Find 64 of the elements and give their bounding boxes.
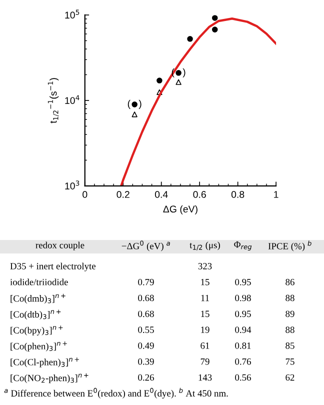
- text: 89: [286, 310, 294, 318]
- x-tick-label: 0.8: [231, 191, 244, 198]
- y-axis-title: t$_{1/2}$$^{−1}$(s$^{−1}$): [48, 78, 59, 124]
- point: [132, 102, 138, 108]
- text: 61: [200, 342, 210, 349]
- category-label: IPCE (%) $^{b}$: [268, 240, 312, 252]
- category-label: D35 + inert electrolyte: [10, 262, 96, 272]
- category-label: [Co(dmb)$_{3}$]$^{n+}$: [10, 294, 66, 304]
- category-label: [Co(phen)$_{3}$]$^{n+}$: [10, 342, 67, 352]
- text: 79: [200, 358, 210, 365]
- point: [132, 112, 138, 118]
- text: 88: [286, 294, 294, 302]
- text: 15: [201, 310, 210, 318]
- y-tick-label: 10$^{5}$: [65, 10, 80, 19]
- text: 85: [286, 342, 294, 349]
- category-label: t$_{1/2}$ (μs): [190, 242, 220, 250]
- text: 0.79: [138, 278, 154, 286]
- text: 0.76: [235, 358, 251, 365]
- y-tick-label: 10$^{4}$: [65, 95, 80, 104]
- annotation: ( ): [128, 100, 142, 109]
- text: 15: [201, 278, 210, 286]
- point: [176, 70, 182, 76]
- category-label: Φ$_{reg}$: [234, 241, 252, 251]
- x-tick-label: 0.2: [116, 191, 130, 198]
- y-tick-label: 10$^{3}$: [65, 180, 80, 190]
- text: 0.56: [235, 374, 251, 381]
- x-tick-label: 0: [82, 191, 88, 198]
- x-tick-label: 0.6: [193, 191, 206, 198]
- category-label: [Co(bpy)$_{3}$]$^{n+}$: [10, 326, 63, 336]
- text: 0.94: [235, 326, 252, 334]
- x-axis-title: ΔG (eV): [163, 205, 198, 214]
- text: redox couple: [36, 242, 84, 250]
- text: 62: [286, 374, 294, 381]
- text: 143: [198, 374, 212, 381]
- text: 75: [286, 358, 294, 365]
- point: [212, 26, 218, 32]
- point: [156, 89, 162, 95]
- point: [212, 15, 218, 21]
- point: [176, 79, 182, 85]
- text: 86: [286, 278, 294, 286]
- text: 0.39: [138, 358, 154, 365]
- x-tick-label: 1: [274, 191, 278, 198]
- text: 0.49: [138, 342, 154, 349]
- text: 0.95: [235, 310, 251, 318]
- x-tick-label: 0.4: [154, 191, 168, 198]
- text: 0.55: [138, 326, 154, 334]
- text: 0.68: [138, 310, 154, 318]
- point: [187, 36, 193, 42]
- category-label: [Co(Cl-phen)$_{3}$]$^{n+}$: [10, 357, 79, 368]
- point: [156, 78, 162, 84]
- text: 11: [201, 294, 209, 302]
- text: $^{a}$ Difference between E$^{0}$(redox) and E$^{0}$(dye). $^{b}$ At 450 nm.: [4, 388, 228, 398]
- category-label: [Co(dtb)$_{3}$]$^{n+}$: [10, 310, 61, 320]
- category-label: −ΔG$^{0}$ (eV) $^{a}$: [122, 240, 170, 252]
- text: 323: [198, 263, 212, 270]
- text: 0.68: [138, 294, 154, 302]
- text: 0.98: [235, 294, 251, 302]
- category-label: iodide/triiodide: [10, 278, 68, 286]
- category-label: [Co(NO$_{2}$-phen)$_{3}$]$^{n+}$: [10, 373, 88, 384]
- text: 0.26: [138, 374, 154, 381]
- text: 0.81: [235, 342, 251, 349]
- text: 0.95: [235, 278, 251, 286]
- text: 19: [201, 326, 210, 333]
- text: 88: [286, 326, 294, 333]
